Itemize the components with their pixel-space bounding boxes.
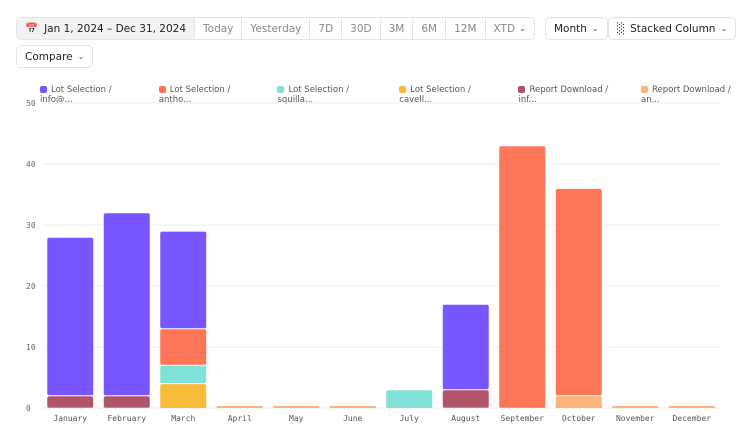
y-tick-label: 30	[26, 221, 36, 230]
bar-segment[interactable]	[103, 213, 150, 396]
legend-label: Lot Selection / squilla...	[277, 85, 350, 105]
y-tick-label: 40	[26, 160, 36, 169]
x-tick-label: December	[672, 414, 711, 423]
legend-item[interactable]: Lot Selection / cavell...	[399, 85, 504, 105]
bar-segment[interactable]	[160, 365, 207, 384]
legend-swatch	[518, 86, 526, 93]
bar-baseline	[329, 406, 376, 408]
x-tick-label: January	[53, 414, 87, 423]
legend-label: Report Download / inf...	[518, 85, 609, 105]
legend-label: Lot Selection / cavell...	[399, 85, 471, 105]
x-tick-label: July	[400, 414, 419, 423]
x-tick-label: June	[343, 414, 362, 423]
bar-chart-icon: ░	[617, 22, 626, 35]
legend-label: Report Download / an...	[640, 85, 731, 105]
x-tick-label: September	[501, 414, 545, 423]
legend-swatch	[40, 86, 47, 93]
bar-segment[interactable]	[47, 396, 94, 408]
bar-segment[interactable]	[160, 384, 207, 408]
bar-baseline	[216, 406, 263, 408]
bar-segment[interactable]	[160, 329, 207, 365]
calendar-icon: 📅	[25, 23, 39, 35]
legend-label: Lot Selection / antho...	[158, 85, 231, 105]
y-tick-label: 10	[26, 343, 36, 352]
bar-segment[interactable]	[442, 390, 489, 408]
preset-30d[interactable]: 30D	[341, 18, 379, 39]
preset-3m[interactable]: 3M	[379, 18, 413, 39]
date-range-selector: 📅 Jan 1, 2024 – Dec 31, 2024 Today Yester…	[16, 17, 535, 40]
chevron-down-icon: ⌄	[591, 24, 599, 33]
legend-item[interactable]: Lot Selection / info@...	[40, 85, 145, 105]
bar-segment[interactable]	[442, 304, 489, 390]
preset-12m[interactable]: 12M	[445, 18, 484, 39]
chevron-down-icon: ⌄	[720, 24, 728, 33]
chevron-down-icon: ⌄	[77, 52, 85, 61]
bar-baseline	[273, 406, 320, 408]
legend-swatch	[640, 86, 648, 93]
legend-item[interactable]: Report Download / inf...	[518, 85, 627, 105]
preset-today[interactable]: Today	[194, 18, 241, 39]
bar-segment[interactable]	[47, 237, 94, 396]
bar-segment[interactable]	[555, 396, 602, 408]
date-range-button[interactable]: 📅 Jan 1, 2024 – Dec 31, 2024	[17, 18, 195, 39]
preset-6m[interactable]: 6M	[412, 18, 445, 39]
legend-item[interactable]: Lot Selection / squilla...	[277, 85, 385, 105]
bar-segment[interactable]	[103, 396, 150, 408]
legend-swatch	[277, 86, 285, 93]
bar-baseline	[612, 406, 659, 408]
y-tick-label: 0	[26, 404, 31, 413]
preset-yesterday[interactable]: Yesterday	[241, 18, 309, 39]
chart-type-dropdown[interactable]: ░ Stacked Column ⌄	[608, 17, 737, 40]
bar-segment[interactable]	[160, 231, 207, 329]
x-tick-label: March	[171, 414, 195, 423]
legend-item[interactable]: Lot Selection / antho...	[158, 85, 264, 105]
x-tick-label: October	[562, 414, 596, 423]
x-tick-label: February	[107, 414, 146, 423]
chart-legend: Lot Selection / info@... Lot Selection / …	[40, 85, 750, 105]
preset-xtd[interactable]: XTD ⌄	[484, 18, 534, 39]
bar-segment[interactable]	[499, 146, 546, 408]
y-tick-label: 20	[26, 282, 36, 291]
chevron-down-icon: ⌄	[519, 24, 526, 33]
legend-swatch	[399, 86, 407, 93]
bar-segment[interactable]	[386, 390, 433, 408]
y-tick-label: 50	[26, 99, 36, 108]
bar-segment[interactable]	[555, 188, 602, 396]
compare-dropdown[interactable]: Compare ⌄	[16, 45, 94, 68]
x-tick-label: August	[451, 414, 480, 423]
preset-7d[interactable]: 7D	[309, 18, 341, 39]
x-tick-label: April	[228, 414, 252, 423]
bar-baseline	[668, 406, 715, 408]
legend-swatch	[158, 86, 166, 93]
interval-dropdown[interactable]: Month ⌄	[545, 17, 608, 40]
legend-label: Lot Selection / info@...	[40, 85, 112, 105]
x-tick-label: May	[289, 414, 304, 423]
x-tick-label: November	[616, 414, 655, 423]
legend-item[interactable]: Report Download / an...	[640, 85, 750, 105]
